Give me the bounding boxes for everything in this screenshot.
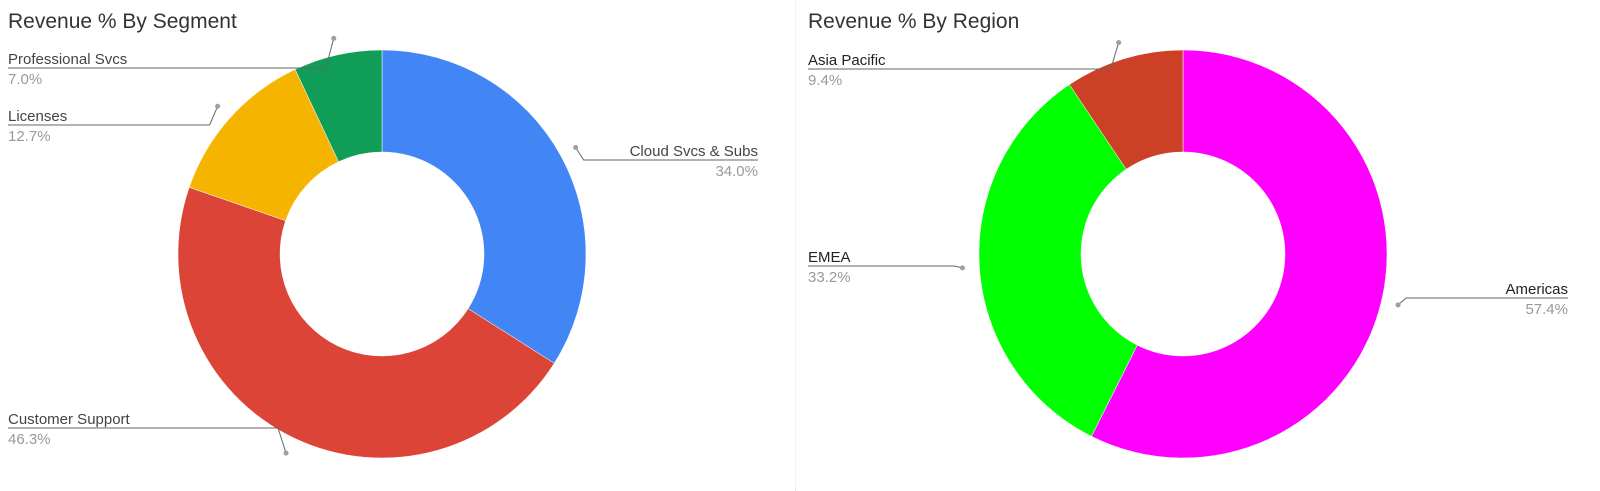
slice-emea[interactable]: [978, 84, 1138, 437]
leader-line: [8, 106, 219, 126]
slice-americas[interactable]: [1091, 49, 1388, 459]
labels: Cloud Svcs & Subs 34.0% Customer Support 46…: [8, 35, 758, 456]
slice-label-customer-support: Customer Support 46.3%: [8, 411, 289, 456]
slice-value: 9.4%: [808, 72, 842, 89]
segment-donut-chart: Cloud Svcs & Subs 34.0% Customer Support 46…: [8, 35, 758, 459]
slice-name: EMEA: [808, 249, 851, 266]
slice-asia-pacific[interactable]: [1069, 49, 1184, 170]
panel-divider: [795, 0, 796, 491]
slice-label-emea: EMEA 33.2%: [808, 249, 965, 286]
leader-dot: [959, 265, 965, 271]
slice-value: 12.7%: [8, 128, 51, 145]
leader-dot: [283, 450, 289, 456]
leader-dot: [215, 103, 221, 109]
slice-label-licenses: Licenses 12.7%: [8, 103, 221, 145]
leader-line: [1397, 297, 1568, 306]
slice-name: Asia Pacific: [808, 52, 886, 69]
labels: Americas 57.4% EMEA 33.2% Asia Pacific 9.4%: [808, 40, 1568, 318]
slice-cloud-svcs-and-subs[interactable]: [381, 49, 587, 364]
leader-dot: [1116, 40, 1122, 46]
slice-name: Americas: [1505, 281, 1568, 298]
slices: [978, 49, 1388, 459]
leader-dot: [573, 145, 579, 151]
slice-value: 34.0%: [715, 163, 758, 180]
slice-name: Licenses: [8, 108, 67, 125]
region-donut-chart: Americas 57.4% EMEA 33.2% Asia Pacific 9.4%: [808, 40, 1568, 459]
leader-line: [8, 427, 287, 454]
slice-value: 57.4%: [1525, 301, 1568, 318]
slice-label-professional-svcs: Professional Svcs 7.0%: [8, 35, 337, 88]
slice-value: 46.3%: [8, 431, 51, 448]
slice-label-americas: Americas 57.4%: [1395, 281, 1568, 318]
leader-line: [808, 42, 1120, 70]
chart-title: Revenue % By Region: [808, 10, 1020, 33]
slice-value: 7.0%: [8, 71, 42, 88]
segment-chart-panel: Revenue % By Segment Cloud Svcs & Subs 34…: [0, 0, 790, 491]
slice-name: Professional Svcs: [8, 51, 127, 68]
slice-label-asia-pacific: Asia Pacific 9.4%: [808, 40, 1122, 89]
slice-name: Customer Support: [8, 411, 131, 428]
slices: [177, 49, 587, 459]
leader-line: [808, 265, 963, 269]
slice-value: 33.2%: [808, 269, 851, 286]
slice-label-cloud-svcs-and-subs: Cloud Svcs & Subs 34.0%: [573, 143, 758, 180]
leader-dot: [1395, 302, 1401, 308]
slice-professional-svcs[interactable]: [294, 49, 383, 163]
region-chart-panel: Revenue % By Region Americas 57.4% EMEA 33.…: [800, 0, 1600, 491]
leader-dot: [331, 35, 337, 41]
chart-title: Revenue % By Segment: [8, 10, 237, 33]
slice-name: Cloud Svcs & Subs: [630, 143, 758, 160]
leader-line: [575, 147, 758, 161]
leader-line: [8, 38, 335, 69]
